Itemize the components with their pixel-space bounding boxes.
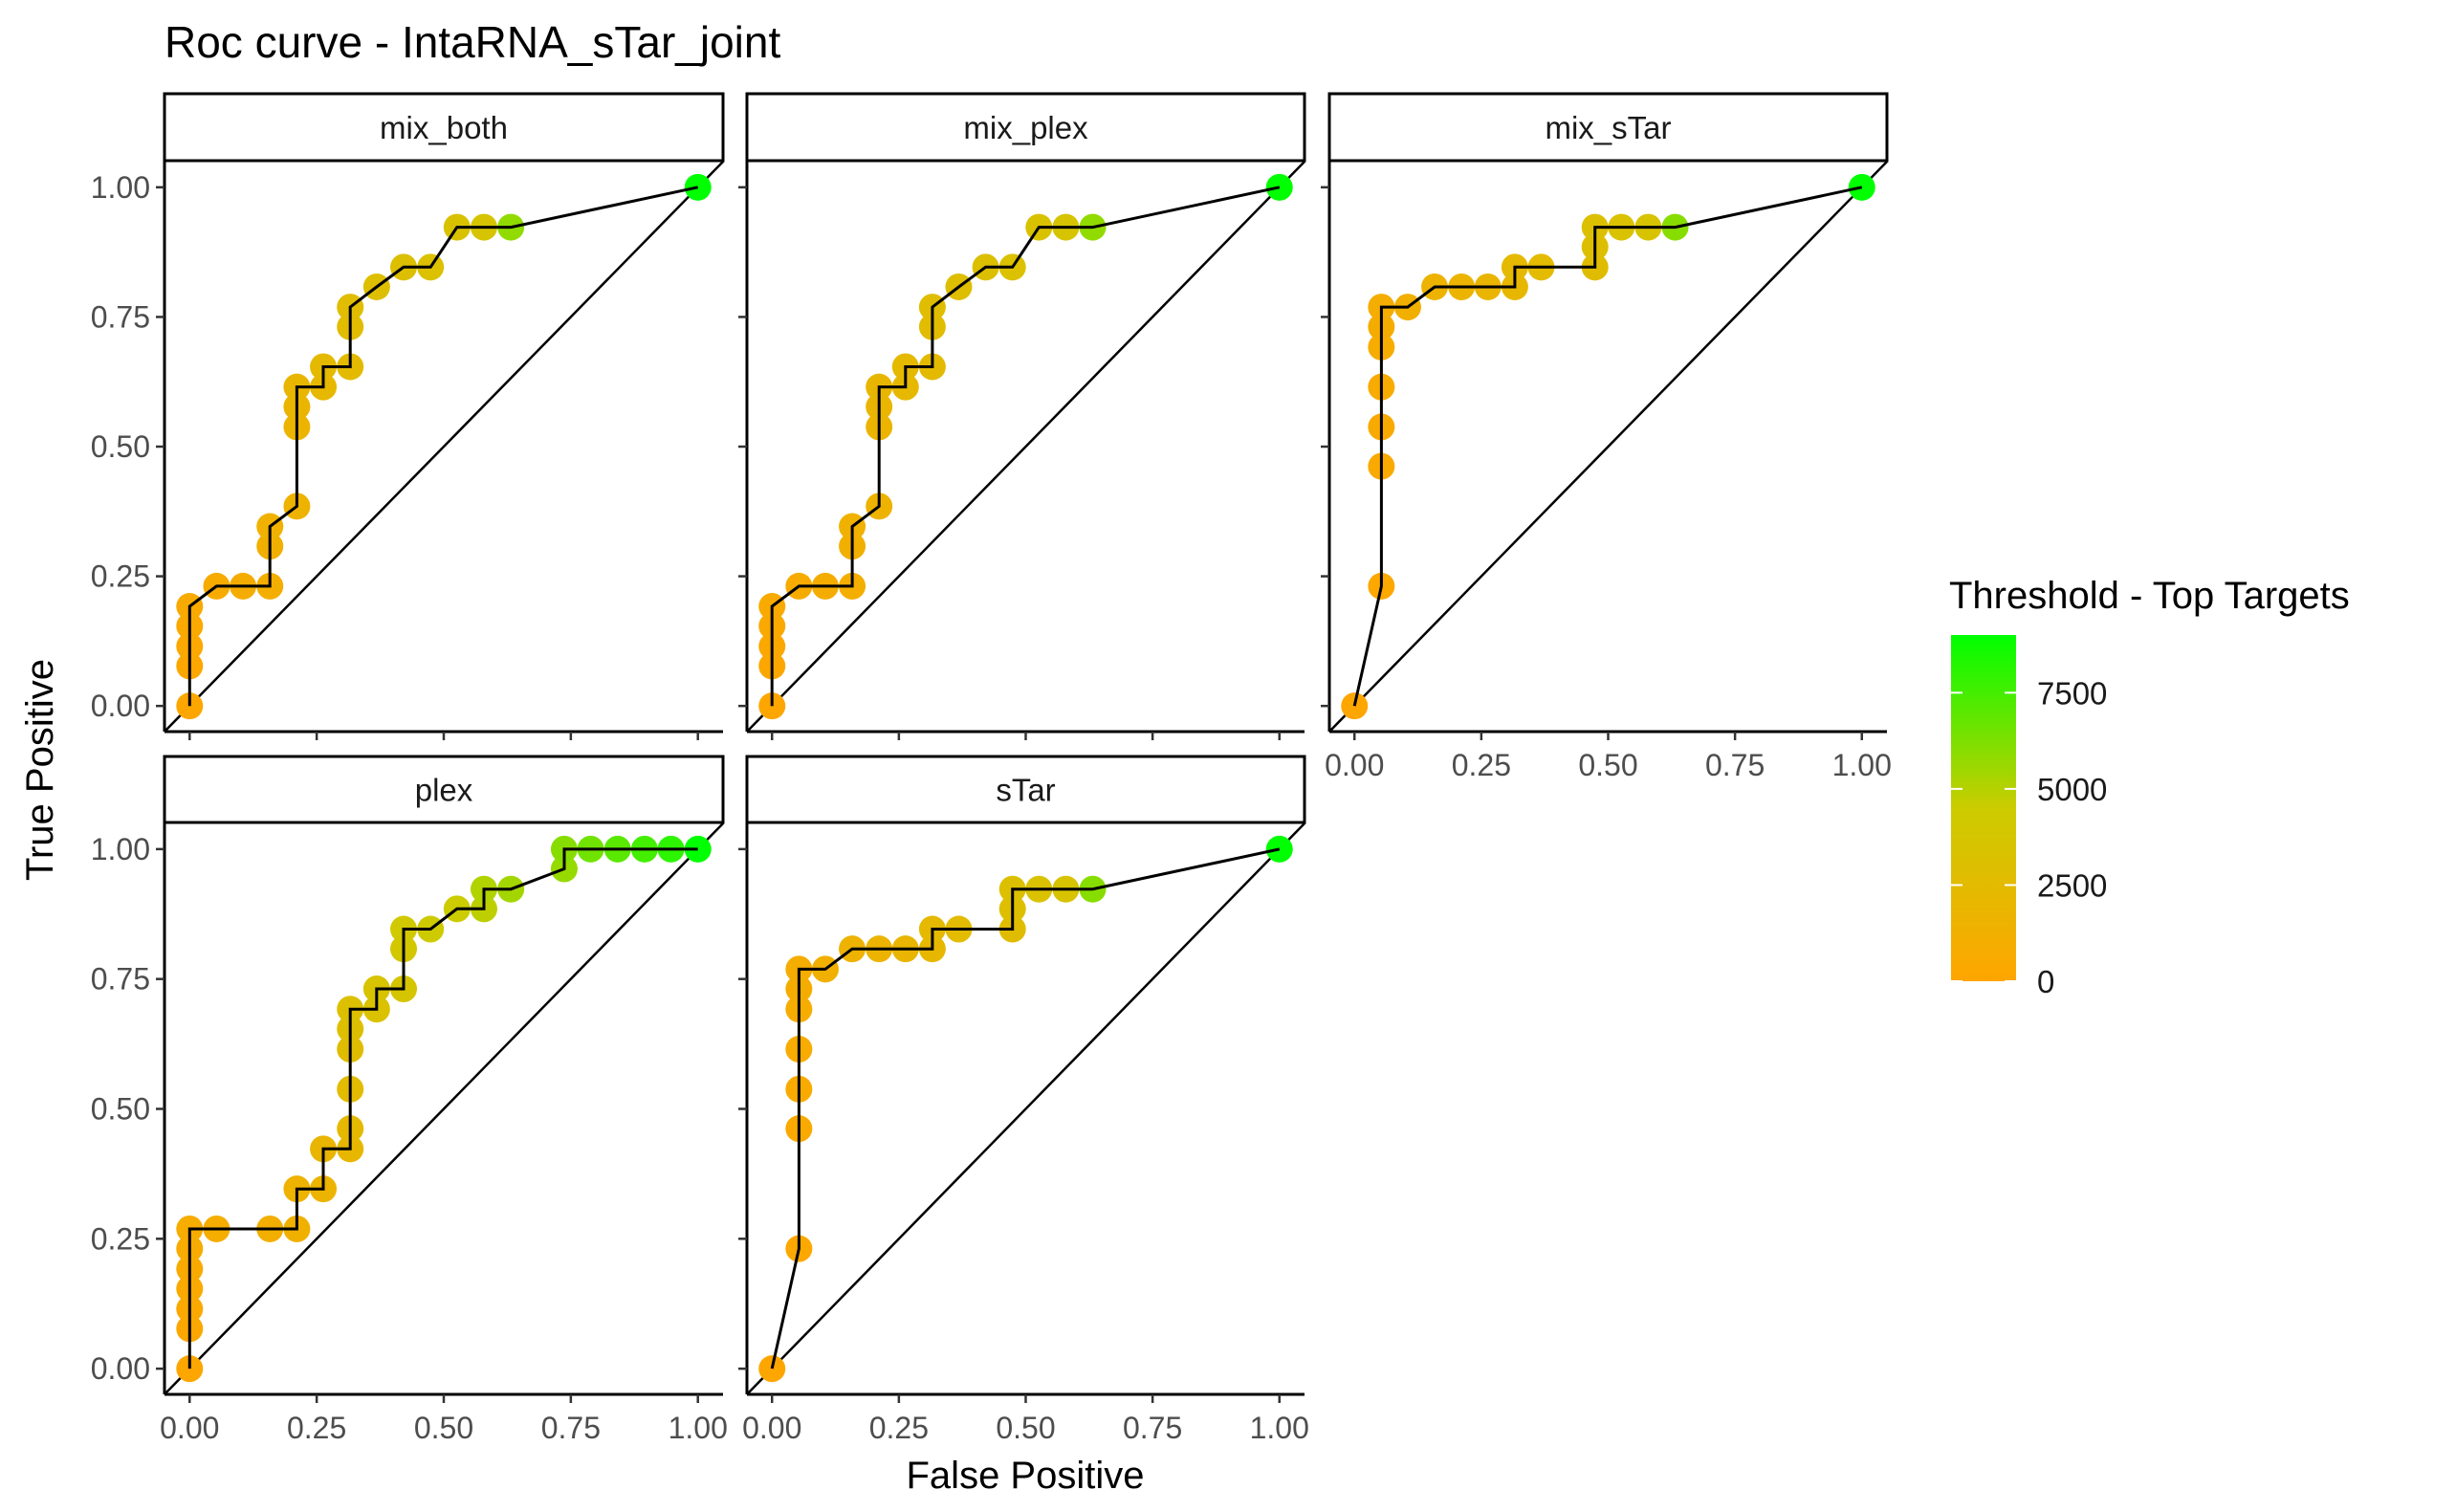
facet-strip-label: sTar bbox=[996, 773, 1055, 808]
x-tick-label: 0.25 bbox=[287, 1411, 346, 1445]
x-tick-label: 0.75 bbox=[541, 1411, 601, 1445]
x-tick-label: 0.50 bbox=[414, 1411, 473, 1445]
x-tick-label: 0.25 bbox=[1452, 748, 1511, 782]
legend-tick-label: 0 bbox=[2037, 964, 2054, 999]
x-tick-label: 0.50 bbox=[996, 1411, 1055, 1445]
x-tick-label: 1.00 bbox=[1250, 1411, 1309, 1445]
facet-strip bbox=[745, 92, 1306, 163]
y-tick-label: 0.75 bbox=[91, 962, 150, 997]
x-tick-label: 0.00 bbox=[742, 1411, 801, 1445]
y-axis-label: True Positive bbox=[19, 659, 61, 881]
legend-colorbar bbox=[1951, 635, 2016, 981]
diagonal-reference-line bbox=[746, 822, 1305, 1395]
panel-mix-plex: mix_plex bbox=[738, 92, 1306, 740]
y-tick-label: 0.75 bbox=[91, 299, 150, 334]
facet-strip bbox=[1327, 92, 1889, 163]
roc-curve-line bbox=[187, 847, 698, 1370]
roc-curve-line bbox=[187, 186, 699, 707]
roc-point bbox=[176, 1355, 204, 1383]
facet-strip bbox=[745, 755, 1306, 824]
panel-mix-both: mix_both 0.00 0.25 0.50 0.75 1.00 bbox=[91, 92, 725, 740]
facet-strip-label: mix_plex bbox=[963, 110, 1088, 145]
legend: Threshold - Top Targets 0 2500 5000 7500 bbox=[1949, 575, 2350, 999]
roc-point bbox=[758, 1355, 786, 1383]
y-tick-label: 0.25 bbox=[91, 1221, 150, 1256]
x-tick-label: 1.00 bbox=[669, 1411, 728, 1445]
roc-curve-line bbox=[770, 847, 1281, 1370]
facet-strip bbox=[163, 92, 725, 163]
legend-tick-label: 5000 bbox=[2037, 772, 2107, 807]
legend-title: Threshold - Top Targets bbox=[1949, 575, 2350, 617]
panel-mix-sTar: mix_sTar 0.00 0.25 0.50 0.75 1.00 bbox=[1321, 92, 1892, 782]
chart-title: Roc curve - IntaRNA_sTar_joint bbox=[164, 17, 780, 67]
y-tick-label: 0.25 bbox=[91, 559, 150, 594]
x-axis-label: False Positive bbox=[907, 1455, 1145, 1497]
roc-curve-line bbox=[770, 186, 1281, 707]
facet-strip-label: mix_both bbox=[380, 110, 508, 145]
y-tick-label: 1.00 bbox=[91, 170, 150, 205]
x-tick-label: 0.00 bbox=[160, 1411, 219, 1445]
panel-sTar: sTar 0.00 0.25 0.50 0.75 1.00 bbox=[738, 755, 1309, 1445]
roc-point bbox=[684, 173, 712, 201]
facet-strip-label: plex bbox=[415, 773, 473, 808]
diagonal-reference-line bbox=[1328, 161, 1888, 733]
x-tick-label: 0.25 bbox=[869, 1411, 929, 1445]
roc-curve-line bbox=[1352, 186, 1863, 707]
diagonal-reference-line bbox=[164, 822, 724, 1395]
diagonal-reference-line bbox=[164, 161, 724, 733]
x-tick-label: 1.00 bbox=[1832, 748, 1892, 782]
roc-point bbox=[684, 835, 712, 863]
x-tick-label: 0.00 bbox=[1325, 748, 1384, 782]
facet-strip-label: mix_sTar bbox=[1545, 110, 1671, 145]
y-tick-label: 0.50 bbox=[91, 429, 150, 464]
panel-plex: plex 0.00 0.00 0.25 0.25 0.50 0.50 0.75 0.75 1.00… bbox=[91, 755, 728, 1445]
facet-panels: mix_both 0.00 0.25 0.50 0.75 1.00 mix_plex mix_… bbox=[91, 92, 1892, 1445]
y-tick-label: 0.50 bbox=[91, 1092, 150, 1127]
y-tick-label: 0.00 bbox=[91, 689, 150, 723]
x-tick-label: 0.75 bbox=[1123, 1411, 1182, 1445]
legend-tick-label: 7500 bbox=[2037, 675, 2107, 711]
x-tick-label: 0.50 bbox=[1578, 748, 1637, 782]
diagonal-reference-line bbox=[746, 161, 1305, 733]
y-tick-label: 0.00 bbox=[91, 1351, 150, 1386]
y-tick-label: 1.00 bbox=[91, 832, 150, 866]
facet-strip bbox=[163, 755, 725, 824]
x-tick-label: 0.75 bbox=[1705, 748, 1765, 782]
legend-tick-label: 2500 bbox=[2037, 867, 2107, 903]
